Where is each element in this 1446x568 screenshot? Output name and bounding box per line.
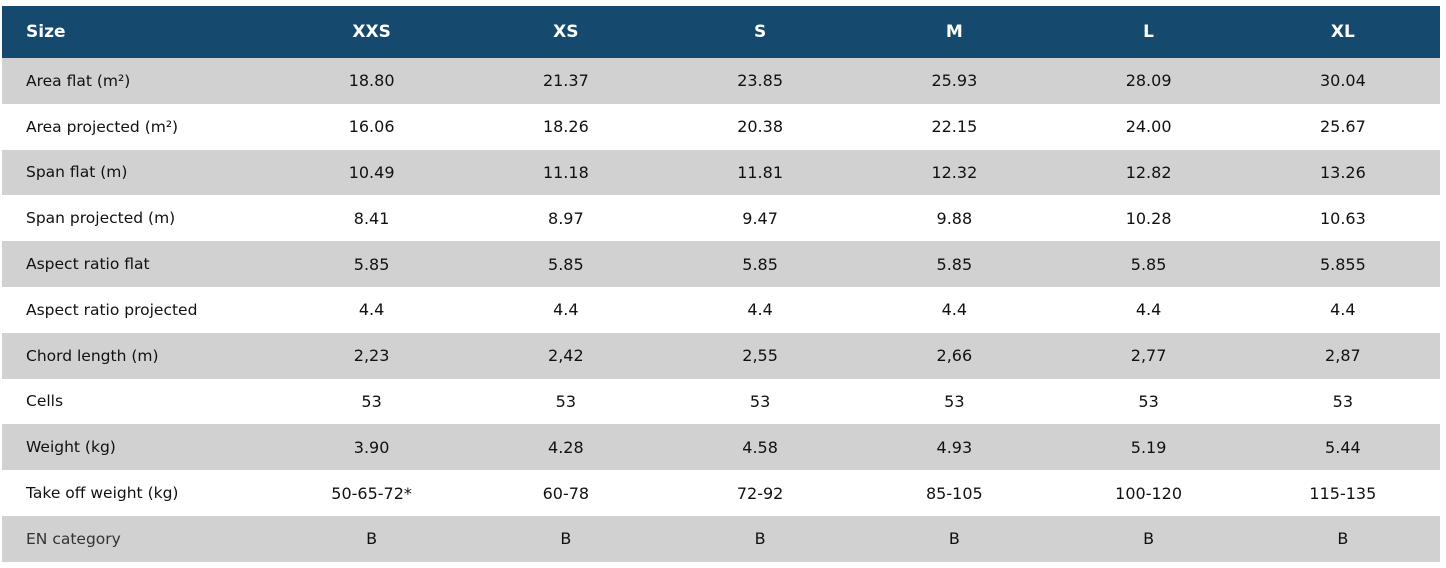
table-cell: 4.4 xyxy=(1135,300,1162,320)
table-cell: 5.85 xyxy=(936,254,973,274)
table-cell: 60-78 xyxy=(542,483,590,503)
header-size-m: M xyxy=(945,22,963,42)
table-cell: 115-135 xyxy=(1309,483,1377,503)
table-cell: 10.49 xyxy=(348,162,395,182)
table-cell: 5.85 xyxy=(548,254,584,274)
table-cell: 4.4 xyxy=(941,300,968,320)
table-cell: 9.88 xyxy=(936,208,973,228)
table-cell: 85-105 xyxy=(926,483,983,503)
table-cell: 2,42 xyxy=(548,346,584,366)
table-cell: 9.47 xyxy=(742,208,778,228)
table-row: Aspect ratio projected 4.4 4.4 4.4 4.4 4… xyxy=(2,286,1440,333)
table-cell: B xyxy=(948,529,960,549)
header-size-xl: XL xyxy=(1330,22,1355,42)
header-row: Size XXS XS S M L XL xyxy=(2,6,1440,58)
table-cell: 50-65-72* xyxy=(331,483,412,503)
table-cell: 18.26 xyxy=(542,117,589,137)
table-cell: 53 xyxy=(1138,391,1159,411)
row-label: Cells xyxy=(26,392,64,411)
table-cell: 4.4 xyxy=(553,300,579,320)
row-label: Weight (kg) xyxy=(26,438,116,457)
table-body: Area flat (m²) 18.80 21.37 23.85 25.93 2… xyxy=(2,58,1440,562)
table-cell: 5.855 xyxy=(1319,254,1366,274)
table-cell: 2,87 xyxy=(1325,346,1361,366)
row-label: EN category xyxy=(26,529,121,548)
table-row: Cells 53 53 53 53 53 53 xyxy=(2,378,1440,425)
table-cell: 16.06 xyxy=(348,117,395,137)
header-size-xxs: XXS xyxy=(352,22,391,42)
table-cell: 25.93 xyxy=(931,71,978,91)
row-label: Area projected (m²) xyxy=(26,117,179,136)
table-cell: 5.85 xyxy=(1130,254,1167,274)
table-cell: 24.00 xyxy=(1125,117,1172,137)
table-cell: 10.63 xyxy=(1319,208,1366,228)
table-cell: B xyxy=(754,529,766,549)
table-cell: 11.81 xyxy=(737,162,783,182)
table-cell: 2,55 xyxy=(742,346,778,366)
row-label: Aspect ratio flat xyxy=(26,255,150,274)
table-cell: 100-120 xyxy=(1115,483,1183,503)
table-cell: B xyxy=(1337,529,1349,549)
header-size-s: S xyxy=(753,22,767,42)
header-size-l: L xyxy=(1143,22,1155,42)
table-cell: 3.90 xyxy=(353,437,390,457)
table-cell: 25.67 xyxy=(1319,117,1366,137)
table-cell: 4.28 xyxy=(548,437,584,457)
table-cell: 11.18 xyxy=(542,162,589,182)
table-row: Area flat (m²) 18.80 21.37 23.85 25.93 2… xyxy=(2,58,1440,104)
table-cell: 5.85 xyxy=(742,254,778,274)
row-label: Take off weight (kg) xyxy=(26,484,179,503)
row-label: Chord length (m) xyxy=(26,346,159,365)
table-cell: 12.82 xyxy=(1125,162,1172,182)
table-row: Chord length (m) 2,23 2,42 2,55 2,66 2,7… xyxy=(2,332,1440,379)
header-size-xs: XS xyxy=(553,22,579,42)
table-cell: 8.97 xyxy=(548,208,584,228)
table-cell: 21.37 xyxy=(542,71,589,91)
table-row: Span projected (m) 8.41 8.97 9.47 9.88 1… xyxy=(2,195,1440,242)
table-cell: 22.15 xyxy=(931,117,978,137)
table-cell: 4.4 xyxy=(358,300,385,320)
table-cell: 30.04 xyxy=(1319,71,1366,91)
table-cell: 5.85 xyxy=(353,254,390,274)
table-header: Size XXS XS S M L XL xyxy=(2,6,1440,58)
row-label: Span flat (m) xyxy=(26,163,128,182)
table-cell: 53 xyxy=(361,391,382,411)
table-cell: 18.80 xyxy=(348,71,395,91)
table-row: Weight (kg) 3.90 4.28 4.58 4.93 5.19 5.4… xyxy=(2,424,1440,471)
table-cell: B xyxy=(366,529,378,549)
table-cell: 53 xyxy=(944,391,965,411)
table-row: Aspect ratio flat 5.85 5.85 5.85 5.85 5.… xyxy=(2,241,1440,287)
table-cell: 53 xyxy=(1332,391,1354,411)
table-cell: 8.41 xyxy=(353,208,390,228)
table-cell: 5.44 xyxy=(1325,437,1361,457)
table-cell: 20.38 xyxy=(737,117,783,137)
row-label: Aspect ratio projected xyxy=(26,300,198,319)
size-spec-table: Size XXS XS S M L XL Area flat (m²) 18.8… xyxy=(2,6,1440,562)
table-cell: 13.26 xyxy=(1319,162,1366,182)
table-cell: 2,23 xyxy=(353,346,390,366)
table-row: EN category B B B B B B xyxy=(2,515,1440,562)
table-cell: 4.4 xyxy=(747,300,773,320)
table-cell: B xyxy=(1143,529,1155,549)
table-cell: 72-92 xyxy=(736,483,784,503)
table-cell: 4.4 xyxy=(1330,300,1356,320)
table-cell: 53 xyxy=(555,391,577,411)
table-cell: 10.28 xyxy=(1125,208,1172,228)
table-row: Area projected (m²) 16.06 18.26 20.38 22… xyxy=(2,103,1440,150)
table-cell: 2,77 xyxy=(1130,346,1167,366)
table-cell: 12.32 xyxy=(931,162,978,182)
table-cell: 53 xyxy=(749,391,771,411)
row-label: Area flat (m²) xyxy=(26,71,131,90)
table-cell: 4.93 xyxy=(936,437,973,457)
table-row: Take off weight (kg) 50-65-72* 60-78 72-… xyxy=(2,470,1440,516)
table-cell: B xyxy=(560,529,572,549)
header-size-label: Size xyxy=(26,22,66,42)
row-label: Span projected (m) xyxy=(26,209,176,228)
table-cell: 23.85 xyxy=(737,71,783,91)
table-cell: 28.09 xyxy=(1125,71,1172,91)
table-row: Span flat (m) 10.49 11.18 11.81 12.32 12… xyxy=(2,149,1440,196)
table-cell: 4.58 xyxy=(742,437,778,457)
table-cell: 5.19 xyxy=(1130,437,1167,457)
table-cell: 2,66 xyxy=(936,346,973,366)
